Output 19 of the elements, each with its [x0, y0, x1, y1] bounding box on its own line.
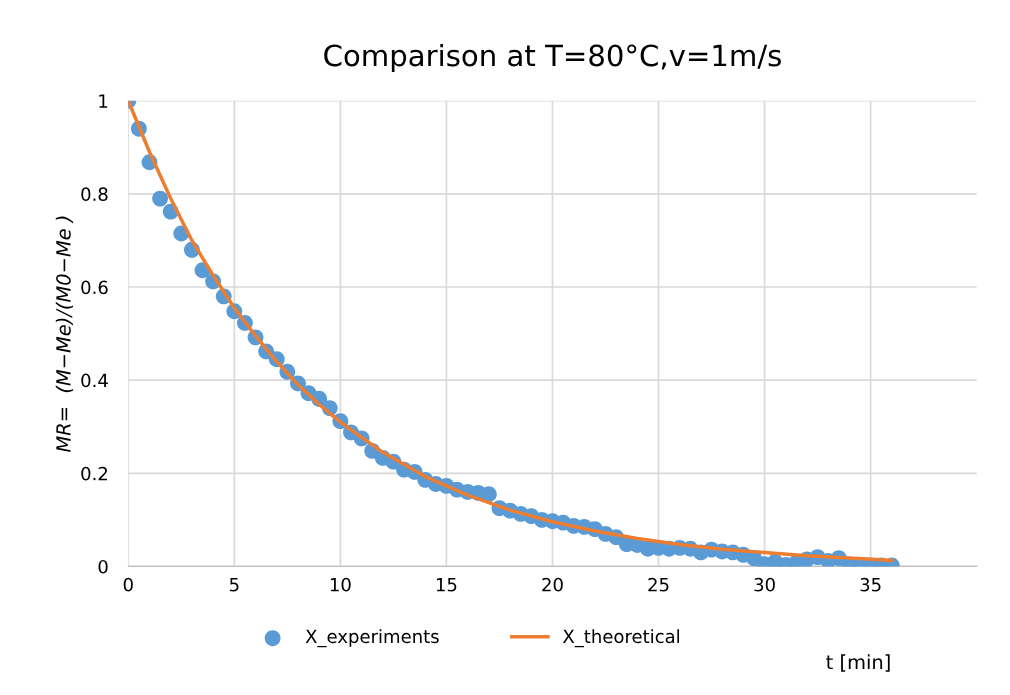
- y-tick-label: 0: [98, 559, 108, 574]
- x-tick-label: 15: [436, 578, 457, 592]
- y-tick-label: 0.2: [81, 466, 108, 481]
- y-axis-title: MR= (M−Me)/(M0−Me ): [55, 216, 74, 453]
- x-tick-label: 0: [123, 577, 133, 592]
- chart-title: Comparison at T=80°C,v=1m/s: [324, 43, 781, 73]
- x-tick-label: 10: [330, 577, 351, 592]
- legend-label: X_experiments: [305, 629, 439, 648]
- y-tick-label: 0.6: [81, 280, 108, 295]
- legend-label: X_theoretical: [562, 629, 680, 648]
- x-tick-label: 5: [229, 578, 239, 592]
- y-tick-label: 1: [99, 94, 108, 108]
- y-tick-label: 0.8: [81, 187, 108, 202]
- y-tick-label: 0.4: [81, 373, 108, 388]
- x-tick-label: 25: [648, 577, 669, 592]
- x-tick-label: 20: [542, 577, 563, 592]
- x-tick-label: 35: [860, 577, 881, 592]
- x-axis-title: t [min]: [826, 654, 890, 672]
- x-tick-label: 30: [754, 577, 775, 592]
